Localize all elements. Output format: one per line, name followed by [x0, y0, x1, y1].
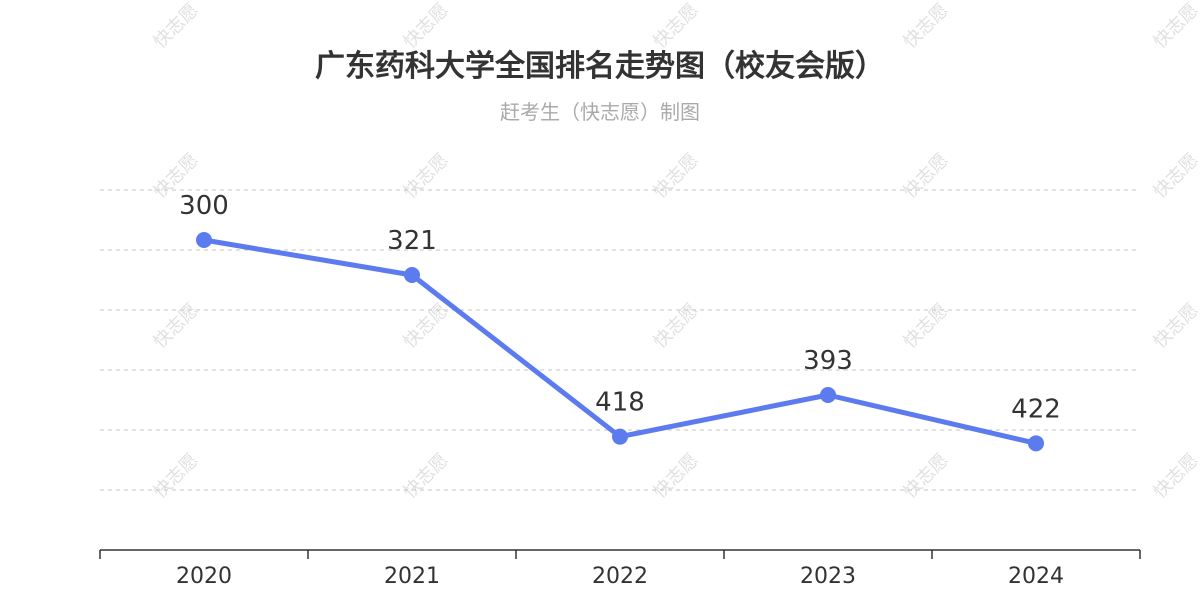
data-label-2024: 422 [1011, 394, 1061, 424]
data-label-2022: 418 [595, 388, 645, 418]
data-label-2023: 393 [803, 346, 853, 376]
watermark-1-3: 快志愿 [900, 150, 953, 203]
x-axis: 2020 2021 2022 2023 2024 [99, 549, 1141, 589]
watermark-2-0: 快志愿 [150, 300, 203, 353]
watermark-0-4: 快志愿 [1150, 0, 1200, 53]
watermark-3-2: 快志愿 [650, 450, 703, 503]
data-label-2020: 300 [179, 191, 229, 221]
watermark-2-3: 快志愿 [900, 300, 953, 353]
x-tick-label-2021: 2021 [384, 564, 440, 589]
watermark-3-3: 快志愿 [900, 450, 953, 503]
data-point-2022 [612, 428, 628, 445]
watermark-1-4: 快志愿 [1150, 150, 1200, 203]
watermark-0-3: 快志愿 [900, 0, 953, 53]
watermark-1-1: 快志愿 [400, 150, 453, 203]
watermark-0-1: 快志愿 [400, 0, 453, 53]
watermark-2-2: 快志愿 [650, 300, 703, 353]
watermark-2-1: 快志愿 [400, 300, 453, 353]
series-layer: 300 321 418 393 422 [179, 191, 1061, 452]
grid-lines [100, 189, 1140, 491]
data-point-2024 [1028, 435, 1044, 452]
watermark-0-2: 快志愿 [650, 0, 703, 53]
watermark-3-1: 快志愿 [400, 450, 453, 503]
chart-title: 广东药科大学全国排名走势图（校友会版） [315, 49, 885, 84]
x-tick-label-2024: 2024 [1008, 564, 1064, 589]
data-point-2021 [404, 267, 420, 283]
data-label-2021: 321 [387, 226, 437, 256]
data-point-2020 [196, 232, 212, 248]
x-tick-label-2023: 2023 [800, 564, 856, 589]
watermark-3-0: 快志愿 [150, 450, 203, 503]
data-point-2023 [820, 387, 836, 403]
x-tick-label-2020: 2020 [176, 564, 232, 589]
watermark-2-4: 快志愿 [1150, 300, 1200, 353]
watermark-3-4: 快志愿 [1150, 450, 1200, 503]
watermark-0-0: 快志愿 [150, 0, 203, 53]
x-tick-label-2022: 2022 [592, 564, 648, 589]
watermark-1-2: 快志愿 [650, 150, 703, 203]
chart-subtitle: 赶考生（快志愿）制图 [500, 100, 700, 124]
